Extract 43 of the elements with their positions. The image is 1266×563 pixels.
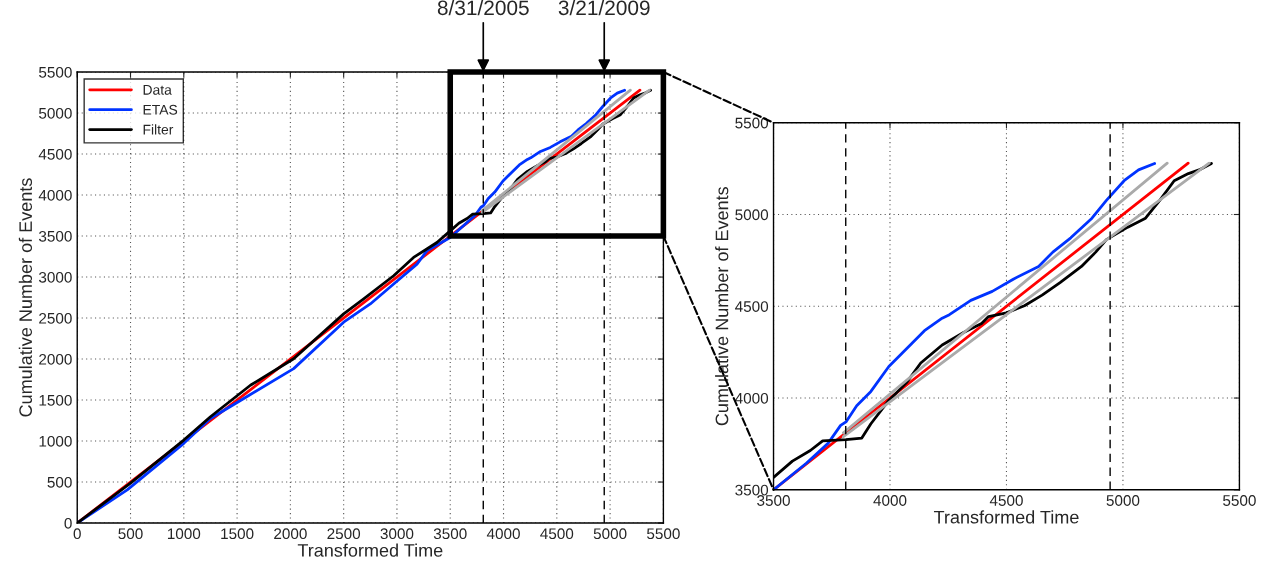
y-tick-label: 3500 <box>735 484 769 496</box>
x-tick-label: 5000 <box>1106 495 1140 506</box>
x-tick-label: 4500 <box>989 495 1023 506</box>
x-tick-label: 4000 <box>873 495 907 506</box>
x-axis-title: Transformed Time <box>297 543 443 557</box>
x-tick-label: 2500 <box>327 528 361 540</box>
x-axis-title: Transformed Time <box>933 510 1079 524</box>
x-tick-label: 1500 <box>221 528 254 540</box>
y-axis-title: Cumulative Number of Events <box>18 178 33 417</box>
y-tick-label: 5000 <box>38 107 72 119</box>
y-tick-label: 1000 <box>39 435 72 447</box>
y-tick-label: 2500 <box>39 312 72 324</box>
y-tick-label: 4000 <box>735 392 769 404</box>
x-tick-label: 2000 <box>274 528 307 540</box>
y-tick-label: 3500 <box>38 230 72 242</box>
x-tick-label: 3500 <box>433 528 467 540</box>
x-tick-label: 3500 <box>757 495 790 506</box>
x-tick-label: 5500 <box>1223 495 1256 506</box>
x-tick-label: 5500 <box>647 528 680 540</box>
y-tick-label: 5000 <box>735 209 769 221</box>
x-tick-label: 1000 <box>167 528 201 540</box>
y-tick-label: 4000 <box>38 189 72 201</box>
annotation: 3/21/2009 <box>558 0 650 16</box>
legend-label: Filter <box>143 124 174 135</box>
y-tick-label: 2000 <box>39 353 72 365</box>
x-tick-label: 0 <box>73 528 81 540</box>
y-tick-label: 5500 <box>735 117 769 129</box>
legend-label: ETAS <box>143 104 178 115</box>
y-tick-label: 3000 <box>38 271 72 283</box>
y-axis-title: Cumulative Number of Events <box>715 187 729 426</box>
legend-label: Data <box>143 85 172 95</box>
x-tick-label: 4000 <box>486 528 520 540</box>
y-tick-label: 500 <box>47 476 72 488</box>
annotation: 8/31/2005 <box>437 0 529 16</box>
y-tick-label: 4500 <box>38 148 72 160</box>
y-tick-label: 4500 <box>735 301 769 312</box>
x-tick-label: 5000 <box>593 528 627 540</box>
y-tick-label: 1500 <box>39 394 72 406</box>
y-tick-label: 5500 <box>38 66 72 78</box>
x-tick-label: 4500 <box>540 528 574 540</box>
x-tick-label: 3000 <box>380 528 414 540</box>
y-tick-label: 0 <box>64 517 72 529</box>
x-tick-label: 500 <box>118 528 143 540</box>
